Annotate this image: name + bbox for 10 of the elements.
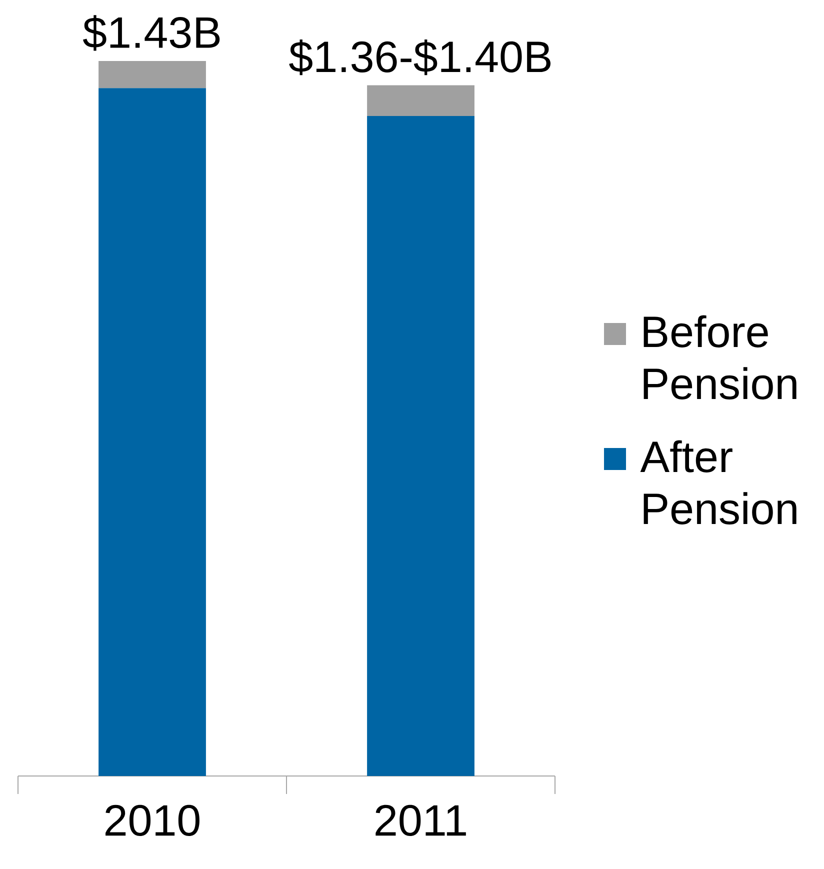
x-tick-label: 2011 <box>376 804 466 836</box>
bar <box>98 60 206 88</box>
text: $1.43B <box>82 15 220 51</box>
legend-label: After Pension <box>640 440 796 524</box>
annotation: $1.36-$1.40B <box>289 39 551 76</box>
legend-label: Before Pension <box>644 315 796 400</box>
x-tick-label: 2010 <box>106 804 200 836</box>
bar <box>98 88 206 776</box>
bar <box>367 85 474 116</box>
bar <box>367 116 474 776</box>
